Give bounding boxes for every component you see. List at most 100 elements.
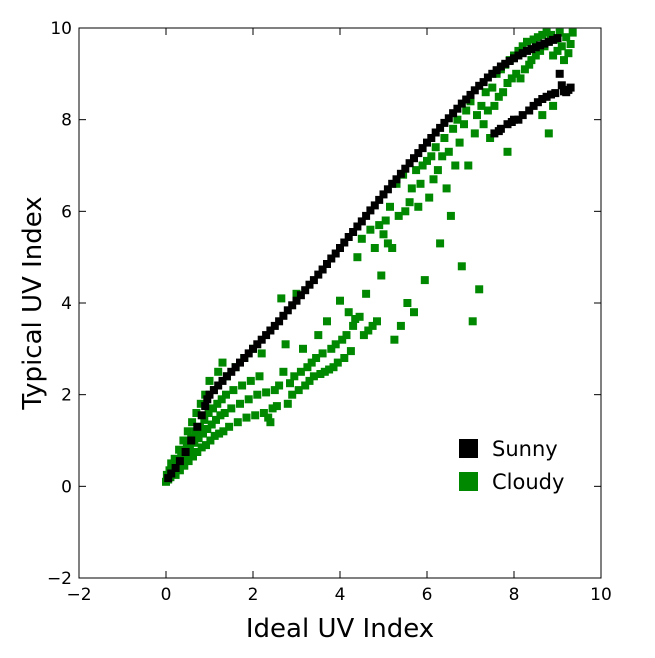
data-point-sunny bbox=[366, 206, 375, 215]
data-point-sunny bbox=[362, 211, 371, 220]
data-point-cloudy bbox=[238, 381, 247, 390]
data-point-sunny bbox=[475, 81, 484, 90]
data-point-sunny bbox=[323, 260, 331, 268]
data-point-cloudy bbox=[464, 161, 473, 170]
data-point-sunny bbox=[510, 54, 518, 63]
data-point-cloudy bbox=[305, 376, 314, 385]
data-point-cloudy bbox=[318, 349, 327, 358]
data-point-cloudy bbox=[507, 74, 516, 83]
data-point-cloudy bbox=[427, 152, 436, 161]
data-point-cloudy bbox=[329, 363, 338, 372]
data-point-sunny bbox=[392, 175, 401, 184]
data-point-sunny bbox=[388, 179, 397, 188]
data-point-sunny bbox=[549, 35, 558, 44]
x-tick-label: 6 bbox=[422, 585, 433, 605]
data-point-cloudy bbox=[531, 51, 540, 60]
data-point-cloudy bbox=[207, 420, 216, 429]
data-point-sunny bbox=[555, 69, 564, 78]
data-point-sunny bbox=[490, 129, 499, 138]
legend-swatch-cloudy bbox=[459, 472, 478, 491]
data-point-sunny bbox=[353, 222, 362, 231]
data-point-cloudy bbox=[320, 367, 329, 376]
data-point-sunny bbox=[375, 195, 384, 204]
data-point-sunny bbox=[349, 228, 358, 236]
data-point-sunny bbox=[401, 164, 410, 173]
y-tick-label: −2 bbox=[47, 569, 72, 589]
data-point-cloudy bbox=[449, 124, 458, 133]
data-point-sunny bbox=[507, 118, 516, 126]
data-point-cloudy bbox=[503, 79, 512, 87]
data-point-cloudy bbox=[377, 271, 386, 280]
data-point-cloudy bbox=[470, 129, 479, 138]
data-point-cloudy bbox=[490, 101, 499, 110]
data-point-cloudy bbox=[309, 372, 318, 381]
data-point-cloudy bbox=[503, 147, 512, 156]
data-point-sunny bbox=[181, 448, 190, 456]
data-point-sunny bbox=[305, 280, 314, 289]
data-point-cloudy bbox=[392, 179, 401, 188]
data-point-cloudy bbox=[253, 390, 262, 399]
data-point-sunny bbox=[279, 311, 288, 320]
data-point-cloudy bbox=[185, 445, 194, 454]
data-point-cloudy bbox=[401, 207, 410, 216]
data-point-sunny bbox=[440, 118, 449, 127]
data-point-cloudy bbox=[416, 179, 425, 188]
data-point-sunny bbox=[492, 66, 501, 75]
data-point-cloudy bbox=[299, 344, 307, 353]
data-point-sunny bbox=[249, 344, 257, 353]
data-point-cloudy bbox=[566, 40, 575, 48]
data-point-cloudy bbox=[383, 239, 392, 248]
data-point-cloudy bbox=[268, 404, 277, 413]
data-point-sunny bbox=[466, 90, 475, 99]
data-point-sunny bbox=[453, 104, 462, 113]
data-point-cloudy bbox=[333, 358, 342, 367]
data-point-cloudy bbox=[216, 411, 225, 420]
data-point-sunny bbox=[357, 217, 366, 226]
data-point-cloudy bbox=[460, 120, 468, 129]
data-point-cloudy bbox=[314, 331, 323, 340]
data-point-cloudy bbox=[202, 441, 210, 450]
data-point-cloudy bbox=[564, 49, 573, 58]
data-point-cloudy bbox=[331, 340, 340, 349]
data-point-cloudy bbox=[251, 411, 260, 420]
data-point-cloudy bbox=[549, 101, 558, 110]
data-point-cloudy bbox=[184, 457, 193, 466]
data-point-cloudy bbox=[525, 60, 534, 69]
data-point-sunny bbox=[205, 390, 214, 399]
data-point-sunny bbox=[423, 138, 431, 147]
data-point-sunny bbox=[253, 340, 262, 349]
data-point-sunny bbox=[164, 474, 173, 483]
data-point-cloudy bbox=[523, 37, 531, 46]
data-point-cloudy bbox=[225, 422, 234, 431]
data-point-cloudy bbox=[538, 30, 547, 39]
data-point-cloudy bbox=[283, 399, 292, 408]
data-point-cloudy bbox=[396, 321, 405, 330]
data-point-cloudy bbox=[312, 354, 321, 362]
data-point-cloudy bbox=[462, 106, 471, 115]
data-point-cloudy bbox=[175, 466, 184, 475]
data-point-sunny bbox=[518, 49, 527, 58]
data-point-sunny bbox=[201, 402, 210, 411]
legend: Sunny Cloudy bbox=[459, 437, 564, 494]
data-point-cloudy bbox=[171, 470, 180, 479]
data-point-sunny bbox=[462, 95, 471, 104]
series-sunny bbox=[164, 34, 575, 483]
data-point-sunny bbox=[301, 286, 310, 295]
data-point-sunny bbox=[379, 190, 388, 199]
data-point-cloudy bbox=[353, 253, 362, 262]
data-point-sunny bbox=[257, 335, 266, 344]
data-point-sunny bbox=[344, 233, 353, 241]
data-point-cloudy bbox=[373, 317, 381, 326]
data-point-cloudy bbox=[444, 147, 453, 156]
data-point-cloudy bbox=[279, 367, 288, 376]
data-point-sunny bbox=[414, 149, 423, 158]
data-point-sunny bbox=[505, 57, 514, 65]
data-point-sunny bbox=[203, 395, 212, 404]
data-point-cloudy bbox=[336, 296, 344, 305]
data-point-cloudy bbox=[547, 30, 555, 39]
data-point-cloudy bbox=[562, 33, 571, 42]
data-point-sunny bbox=[536, 41, 545, 50]
data-point-sunny bbox=[488, 69, 497, 78]
x-tick-label: 8 bbox=[509, 585, 520, 605]
data-point-sunny bbox=[214, 381, 223, 390]
